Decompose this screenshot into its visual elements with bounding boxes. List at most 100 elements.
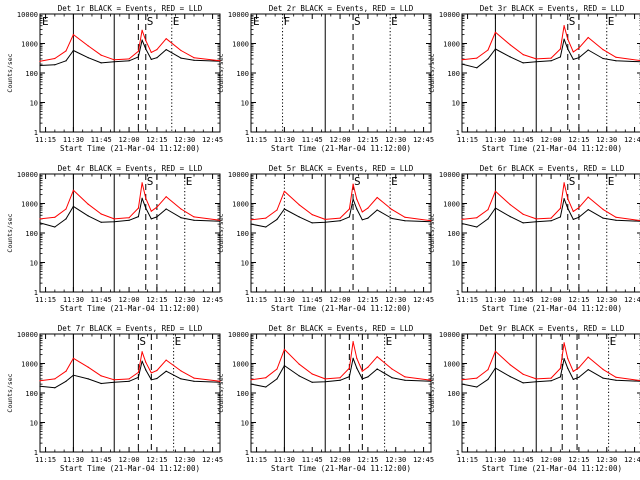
y-tick-label: 100 [25,230,38,238]
data-point [193,59,195,61]
data-point [494,48,496,50]
y-axis-label: Counts/sec [428,53,436,92]
data-point [128,219,130,221]
data-point [137,50,139,52]
y-tick-label: 1 [245,449,249,457]
x-tick-label: 12:30 [596,456,617,464]
data-point [339,377,341,379]
y-tick-label: 1 [245,129,249,137]
data-point [165,38,167,40]
marker-label: E [175,335,182,348]
x-tick-label: 11:45 [513,296,534,304]
x-tick-label: 11:45 [91,456,112,464]
x-tick-label: 12:00 [119,136,140,144]
data-point [348,367,350,369]
x-tick-label: 11:30 [63,456,84,464]
y-tick-label: 10000 [439,11,460,19]
marker-label: E [608,15,615,28]
data-point [39,64,41,67]
data-point [39,385,41,387]
y-tick-label: 10 [241,260,249,268]
y-tick-label: 100 [25,390,38,398]
data-point [180,208,182,210]
data-point [250,223,252,225]
y-axis-label: Counts/sec [6,373,14,412]
data-point [430,379,432,381]
data-point [509,204,511,206]
x-axis-label: Start Time (21-Mar-04 11:12:00) [60,464,200,473]
marker-label: S [354,15,361,28]
data-point [559,376,562,378]
data-point [572,378,574,380]
chart-title: Det 5r BLACK = Events, RED = LLD [269,164,414,173]
marker-label: S [569,15,576,28]
data-point [298,204,300,206]
data-point [567,367,569,369]
x-tick-label: 11:30 [485,136,506,144]
chart-title: Det 9r BLACK = Events, RED = LLD [480,324,625,333]
data-point [509,364,511,366]
data-point [361,370,363,372]
data-point [87,45,89,47]
data-point [587,49,589,51]
y-tick-label: 100 [25,70,38,78]
data-point [361,219,363,221]
y-tick-label: 10 [452,100,460,108]
plot-frame [39,173,221,293]
data-point [137,56,139,58]
data-point [550,57,552,59]
data-point [137,371,139,373]
data-point [87,378,89,380]
data-point [39,218,41,220]
data-point [145,369,147,371]
data-point [367,366,369,368]
chart-title: Det 6r BLACK = Events, RED = LLD [480,164,625,173]
marker-label: E [610,335,617,348]
data-point [376,356,378,358]
lld-series-line [40,351,220,382]
data-point [522,54,524,56]
data-point [219,220,221,222]
data-point [559,207,562,209]
data-point [602,377,604,379]
plot-frame [250,173,432,293]
data-point [367,376,369,378]
x-axis-label: Start Time (21-Mar-04 11:12:00) [271,304,411,313]
data-point [572,218,574,220]
x-tick-label: 12:00 [541,456,562,464]
data-point [348,216,350,218]
x-tick-label: 12:15 [568,456,589,464]
data-point [567,198,569,200]
events-series-line [462,358,640,388]
data-point [276,368,278,370]
x-tick-label: 12:45 [624,456,640,464]
y-tick-label: 1 [34,129,38,137]
x-tick-label: 12:45 [413,296,434,304]
events-series-line [40,197,220,228]
data-point [141,197,143,199]
data-point [113,221,115,223]
data-point [563,358,565,360]
lld-series-line [40,182,220,221]
data-point [587,196,589,198]
data-point [283,365,285,367]
events-series-line [251,357,431,388]
data-point [522,222,524,224]
data-point [298,216,300,218]
data-point [602,368,604,370]
y-tick-label: 10000 [17,11,38,19]
panel-1: 1 10 100 1000 10000 11:15 11:30 11:45 12:00 12:15… [6,4,223,153]
lld-series-line [251,341,431,381]
data-point [391,217,393,220]
plot-frame [461,173,640,293]
x-tick-label: 12:00 [541,296,562,304]
data-point [113,218,115,220]
data-point [324,381,326,383]
y-tick-label: 1000 [443,361,460,369]
data-point [150,218,152,220]
data-point [559,56,562,58]
data-point [193,57,195,59]
y-tick-label: 1000 [443,201,460,209]
data-point [461,63,463,65]
data-point [113,379,115,381]
